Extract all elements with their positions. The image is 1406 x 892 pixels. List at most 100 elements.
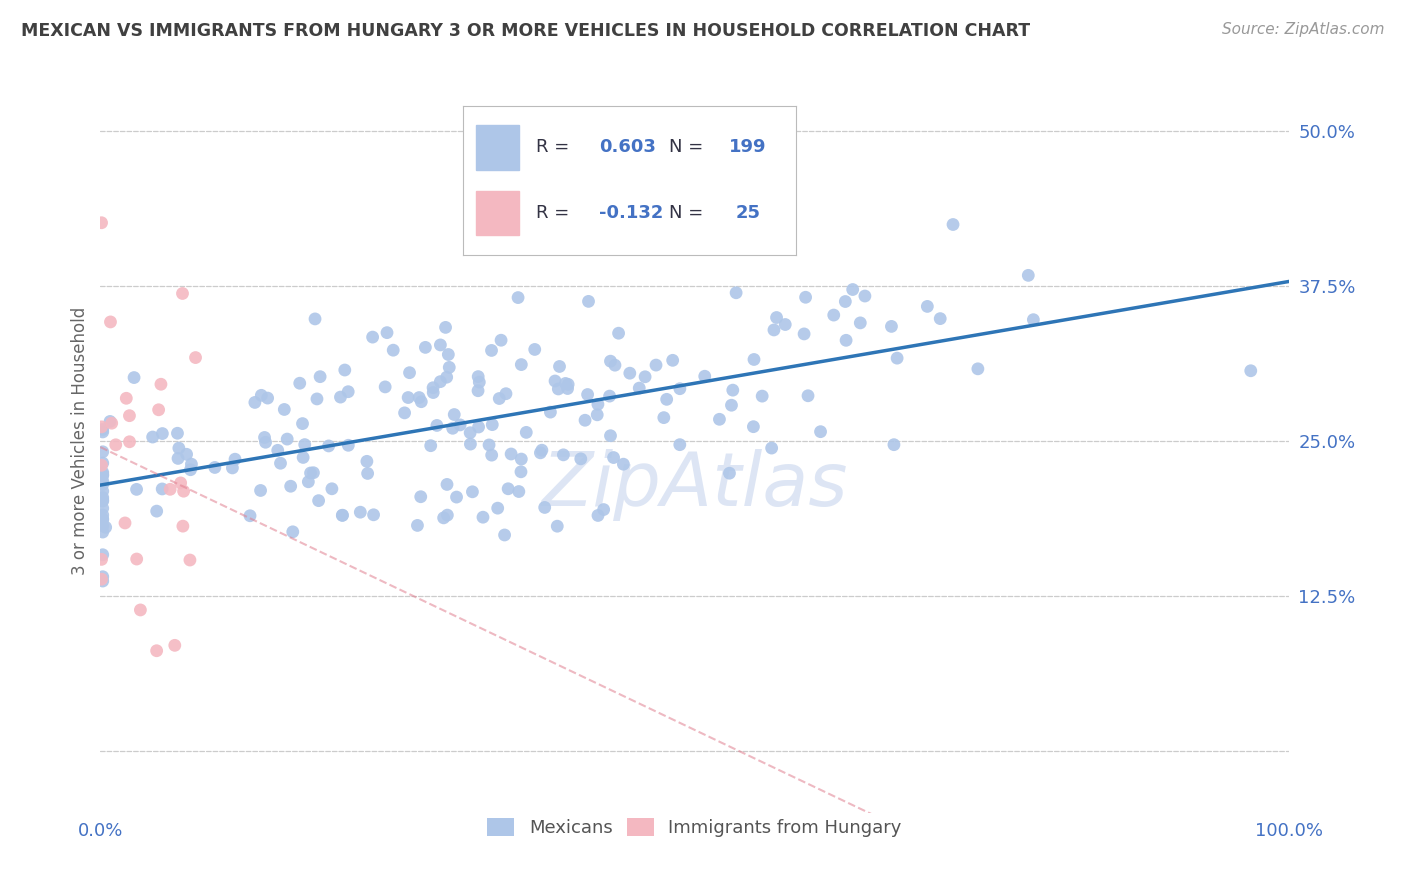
Point xyxy=(439,360,461,375)
Point xyxy=(586,508,609,523)
Point xyxy=(436,477,458,491)
Point xyxy=(337,438,360,452)
Point xyxy=(422,381,444,395)
Point xyxy=(91,425,114,439)
Point xyxy=(91,422,114,436)
Point xyxy=(467,420,489,434)
Point xyxy=(880,319,903,334)
Point xyxy=(115,392,138,406)
Point xyxy=(329,390,352,404)
Point xyxy=(179,553,201,567)
Point xyxy=(91,518,114,533)
Point xyxy=(250,388,273,402)
Point xyxy=(169,475,191,490)
Point xyxy=(167,451,190,466)
Point xyxy=(309,369,332,384)
Point xyxy=(419,439,441,453)
Point xyxy=(853,289,876,303)
Point xyxy=(375,326,398,340)
Point xyxy=(437,347,460,361)
Point xyxy=(280,479,302,493)
Point xyxy=(239,508,262,523)
Point xyxy=(256,391,278,405)
Point xyxy=(374,380,396,394)
Point xyxy=(942,218,965,232)
Point xyxy=(337,384,360,399)
Point xyxy=(725,285,748,300)
Point xyxy=(406,518,429,533)
Point xyxy=(292,450,315,465)
Point xyxy=(114,516,136,530)
Point xyxy=(693,369,716,384)
Point xyxy=(91,484,114,499)
Point xyxy=(607,326,630,341)
Point xyxy=(180,457,202,471)
Point xyxy=(281,524,304,539)
Point xyxy=(149,377,172,392)
Point xyxy=(628,381,651,395)
Point xyxy=(273,402,295,417)
Point xyxy=(718,466,741,480)
Point xyxy=(253,430,276,444)
Point xyxy=(592,502,614,516)
Point xyxy=(129,603,152,617)
Point xyxy=(472,510,495,524)
Point xyxy=(501,447,523,461)
Point xyxy=(411,394,433,409)
Point xyxy=(773,318,796,332)
Point xyxy=(415,340,437,354)
Point xyxy=(523,343,546,357)
Point xyxy=(100,416,122,430)
Point xyxy=(510,465,533,479)
Point xyxy=(91,445,114,459)
Point xyxy=(461,484,484,499)
Point xyxy=(488,392,510,406)
Point xyxy=(224,452,246,467)
Point xyxy=(652,410,675,425)
Point xyxy=(91,570,114,584)
Text: ZipAtlas: ZipAtlas xyxy=(541,450,848,521)
Point xyxy=(90,216,112,230)
Point xyxy=(91,474,114,488)
Point xyxy=(150,482,173,496)
Point xyxy=(669,438,692,452)
Point xyxy=(91,491,114,505)
Point xyxy=(546,519,568,533)
Point xyxy=(288,376,311,391)
Point xyxy=(797,389,820,403)
Point xyxy=(576,387,599,401)
Point xyxy=(533,500,555,515)
Point xyxy=(422,385,444,400)
Point xyxy=(599,428,621,442)
Point xyxy=(515,425,537,440)
Point xyxy=(496,482,519,496)
Point xyxy=(436,508,458,523)
Point xyxy=(429,375,451,389)
Point xyxy=(91,494,114,508)
Point xyxy=(544,374,567,388)
Point xyxy=(396,391,419,405)
Point xyxy=(742,419,765,434)
Point xyxy=(270,456,292,470)
Point xyxy=(330,508,353,523)
Point xyxy=(291,417,314,431)
Point xyxy=(302,466,325,480)
Point xyxy=(90,420,112,434)
Point xyxy=(333,363,356,377)
Text: Source: ZipAtlas.com: Source: ZipAtlas.com xyxy=(1222,22,1385,37)
Point xyxy=(553,448,575,462)
Point xyxy=(823,308,845,322)
Point xyxy=(394,406,416,420)
Point xyxy=(436,370,458,384)
Point xyxy=(619,366,641,380)
Point xyxy=(91,467,114,482)
Point xyxy=(173,484,195,499)
Point xyxy=(176,447,198,461)
Point xyxy=(468,375,491,389)
Point xyxy=(441,421,464,435)
Point xyxy=(299,466,322,480)
Point xyxy=(709,412,731,426)
Point xyxy=(751,389,773,403)
Point xyxy=(508,484,530,499)
Point xyxy=(481,448,503,462)
